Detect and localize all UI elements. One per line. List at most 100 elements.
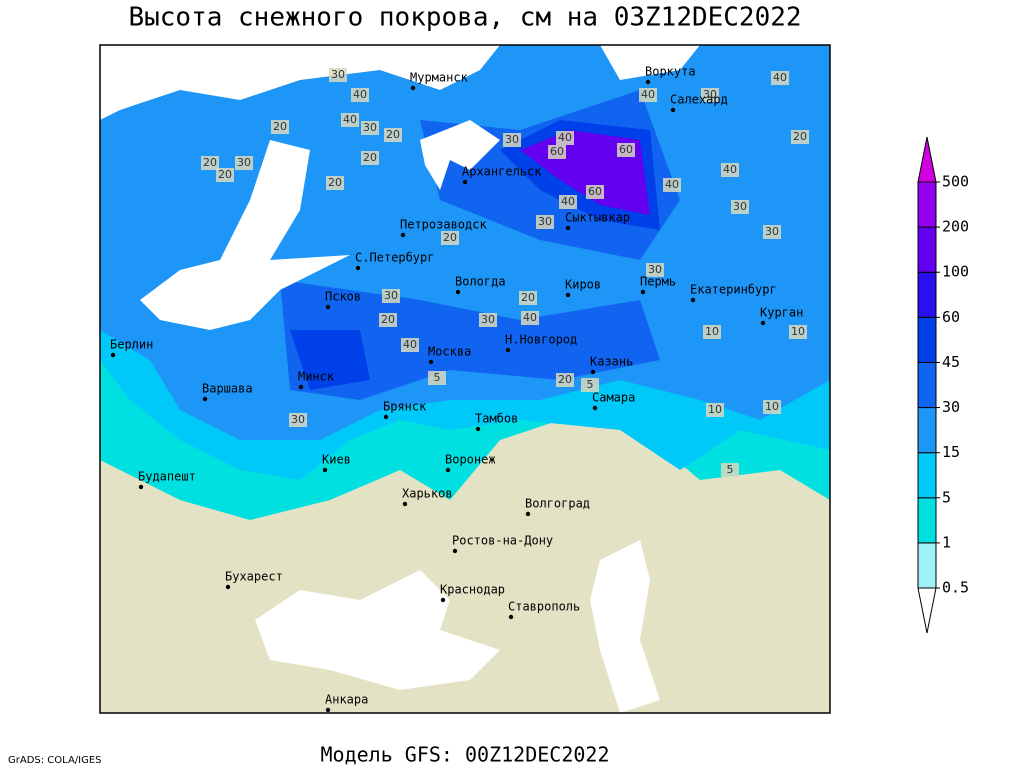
city-dot	[760, 320, 766, 326]
contour-label: 30	[733, 200, 747, 213]
contour-label: 40	[403, 338, 417, 351]
contour-label: 40	[558, 131, 572, 144]
contour-label: 20	[218, 168, 232, 181]
baltic-sea	[140, 140, 350, 330]
city-label: С.Петербург	[355, 251, 434, 265]
city-dot	[565, 292, 571, 298]
contour-label: 20	[521, 291, 535, 304]
black-sea	[255, 570, 500, 690]
city-label: Вологда	[455, 275, 506, 289]
contour-label-box	[401, 338, 419, 352]
contour-label-box	[556, 131, 574, 145]
city-label: Казань	[590, 355, 633, 369]
contour-label-box	[382, 289, 400, 303]
contour-label-box	[701, 88, 719, 102]
contour-label: 10	[705, 325, 719, 338]
contour-label-box	[536, 215, 554, 229]
contour-label-box	[581, 378, 599, 392]
city-label: Брянск	[383, 400, 427, 414]
contour-label-box	[763, 400, 781, 414]
contour-label: 20	[273, 120, 287, 133]
caspian-sea	[590, 540, 660, 713]
contour-label: 30	[363, 121, 377, 134]
city-dot	[138, 484, 144, 490]
city-dot	[225, 584, 231, 590]
contour-label-box	[706, 403, 724, 417]
contour-label-box	[384, 128, 402, 142]
contour-label-box	[361, 121, 379, 135]
contour-label-box	[731, 200, 749, 214]
contour-label-box	[639, 88, 657, 102]
city-label: Анкара	[325, 693, 368, 707]
city-dot	[690, 297, 696, 303]
city-label: Краснодар	[440, 583, 505, 597]
contour-label: 40	[561, 195, 575, 208]
contour-label-box	[329, 68, 347, 82]
city-label: Минск	[298, 370, 335, 384]
white-sea	[420, 120, 500, 190]
legend-label: 1	[942, 533, 951, 551]
city-dot	[670, 107, 676, 113]
city-dot	[640, 289, 646, 295]
legend-band	[917, 316, 937, 363]
city-label: Бухарест	[225, 570, 283, 584]
city-dot	[505, 347, 511, 353]
contour-label: 10	[765, 400, 779, 413]
contour-label: 40	[665, 178, 679, 191]
contour-label: 30	[331, 68, 345, 81]
city-label: Самара	[592, 391, 635, 405]
contour-label-box	[479, 313, 497, 327]
contour-label: 30	[538, 215, 552, 228]
contour-label: 60	[588, 185, 602, 198]
contour-label: 40	[523, 311, 537, 324]
contour-label: 40	[773, 71, 787, 84]
city-label: Екатеринбург	[690, 283, 777, 297]
contour-label-box	[791, 130, 809, 144]
contour-label-box	[703, 325, 721, 339]
legend-label: 15	[942, 443, 960, 461]
contour-label-box	[663, 178, 681, 192]
city-label: Киев	[322, 453, 351, 467]
city-dot	[355, 265, 361, 271]
city-label: Салехард	[670, 93, 728, 107]
legend-band	[917, 407, 937, 454]
contour-label-box	[559, 195, 577, 209]
city-dot	[202, 396, 208, 402]
contour-label: 30	[648, 263, 662, 276]
contour-label-box	[721, 463, 739, 477]
city-dot	[298, 384, 304, 390]
city-dot	[592, 405, 598, 411]
contour-label: 30	[481, 313, 495, 326]
contour-label: 40	[343, 113, 357, 126]
city-label: Будапешт	[138, 470, 196, 484]
city-dot	[400, 232, 406, 238]
city-dot	[445, 467, 451, 473]
contour-label-box	[503, 133, 521, 147]
city-label: Воронеж	[445, 453, 496, 467]
contour-label-box	[235, 156, 253, 170]
contour-label: 60	[550, 145, 564, 158]
contour-label: 30	[505, 133, 519, 146]
cities: Мурманск Воркута Салехард Архангельск Сыктыв…	[110, 65, 803, 713]
legend-band	[917, 542, 937, 589]
snow-45-60	[290, 120, 660, 390]
contour-label: 20	[363, 151, 377, 164]
city-label: Ростов-на-Дону	[452, 534, 553, 548]
city-label: Варшава	[202, 382, 253, 396]
contour-label-box	[519, 291, 537, 305]
legend-band	[917, 226, 937, 273]
city-label: Курган	[760, 306, 803, 320]
city-dot	[565, 225, 571, 231]
city-label: Петрозаводск	[400, 218, 487, 232]
legend-label: 60	[942, 308, 960, 326]
contour-label: 10	[708, 403, 722, 416]
city-label: Архангельск	[462, 165, 542, 179]
legend-label: 45	[942, 353, 960, 371]
city-label: Воркута	[645, 65, 696, 79]
legend-band	[917, 452, 937, 499]
contour-label: 20	[443, 231, 457, 244]
contour-label-box	[771, 71, 789, 85]
